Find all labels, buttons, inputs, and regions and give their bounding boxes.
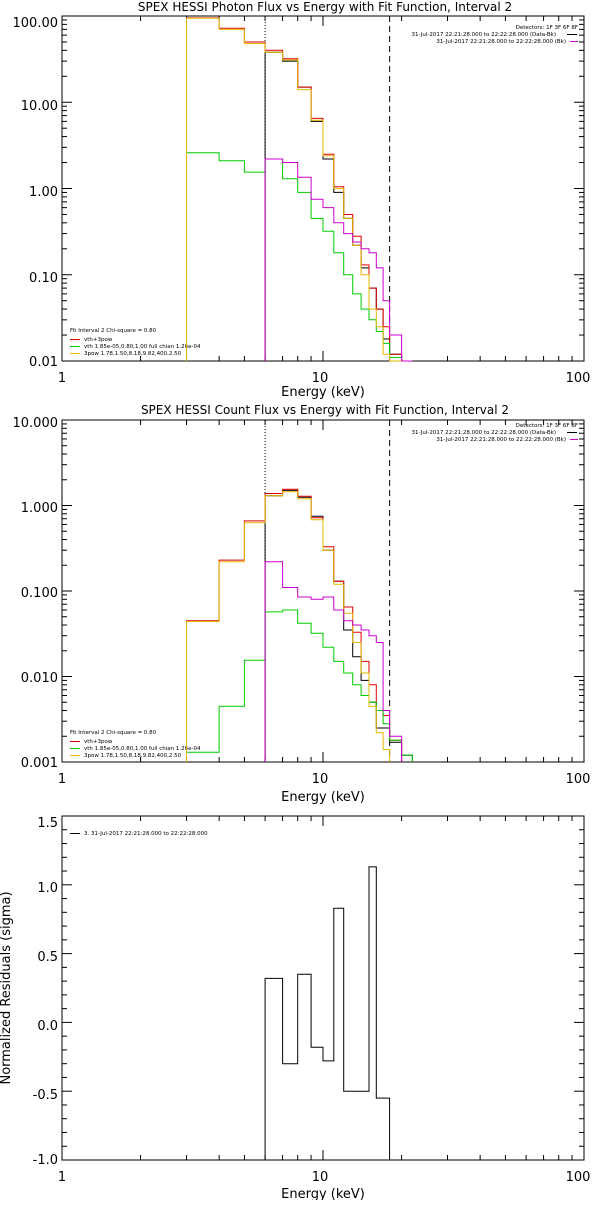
p3-legend: 3. 31-Jul-2017 22:21:28.000 to 22:22:28.… — [84, 831, 208, 837]
p2-legend-swatch-2 — [70, 748, 80, 749]
p1-header-databk: 31-Jul-2017 22:21:28.000 to 22:22:28.000… — [412, 32, 557, 38]
p1-legend-title: Fit Interval 2 Chi-square = 0.80 — [70, 328, 157, 334]
p2-legend-1: vth+3pow — [84, 739, 113, 745]
panel-1-frame — [61, 15, 585, 362]
p3-series-residuals — [264, 866, 391, 1160]
panel-3-frame — [61, 815, 585, 1161]
p3-xlabel: Energy (keV) — [281, 1187, 365, 1200]
p1-ytick-1: 10.00 — [21, 99, 58, 114]
p1-series-3pow — [186, 17, 402, 362]
p2-ytick-2: 0.100 — [21, 586, 58, 601]
p2-ytick-4: 0.001 — [21, 756, 58, 771]
chart-marks — [61, 15, 585, 1161]
p1-header-detectors: Detectors: 1F 3F 6F 8F — [516, 25, 578, 31]
p3-xtick-1: 10 — [312, 1170, 329, 1185]
p2-xlabel: Energy (keV) — [281, 790, 365, 805]
p2-legend-3: 3pow 1.78,1.50,8.18,9.82,400,2.50 — [84, 753, 182, 759]
p1-series-bk — [264, 158, 413, 362]
p1-xtick-0: 1 — [58, 371, 66, 386]
p1-ytick-4: 0.01 — [29, 355, 58, 370]
p2-header-bk: 31-Jul-2017 22:21:28.000 to 22:22:28.000… — [436, 437, 566, 443]
p3-ytick-1: 1.0 — [37, 881, 58, 896]
p1-legend-2: vth 1.85e-05,0.80,1.00 full chian 1.26e-… — [84, 344, 201, 350]
p2-legend: Fit Interval 2 Chi-square = 0.80 vth+3po… — [70, 730, 201, 759]
p3-ytick-3: 0.0 — [37, 1019, 58, 1034]
p3-ylabel: Normalized Residuals (sigma) — [0, 891, 14, 1084]
panel-2: SPEX HESSI Count Flux vs Energy with Fit… — [13, 403, 591, 805]
p2-header-swatch-bk — [570, 439, 578, 440]
p3-ytick-4: -0.5 — [33, 1088, 58, 1103]
p3-xtick-2: 100 — [566, 1170, 591, 1185]
p1-legend-swatch-1 — [70, 339, 80, 340]
p1-series-vth — [186, 152, 403, 361]
p1-ytick-0: 100.00 — [13, 16, 59, 31]
p1-series-data — [264, 51, 413, 362]
p2-series-3pow — [186, 491, 391, 762]
p1-legend-swatch-2 — [70, 346, 80, 347]
p1-header-swatch-data — [567, 34, 577, 35]
p1-xlabel: Energy (keV) — [281, 385, 365, 400]
p2-legend-title: Fit Interval 2 Chi-square = 0.80 — [70, 730, 157, 736]
p2-xtick-2: 100 — [566, 772, 591, 787]
p1-header-bk: 31-Jul-2017 22:21:28.000 to 22:22:28.000… — [436, 39, 566, 45]
p2-series-bk — [264, 561, 403, 762]
p2-ytick-0: 10.000 — [13, 416, 59, 431]
p1-legend-1: vth+3pow — [84, 337, 113, 343]
p2-series-vth — [186, 609, 413, 762]
p1-legend: Fit Interval 2 Chi-square = 0.80 vth+3po… — [70, 328, 201, 357]
p2-legend-swatch-3 — [70, 755, 80, 756]
p1-legend-3: 3pow 1.78,1.50,8.18,9.82,400,2.50 — [84, 351, 182, 357]
panel-2-title: SPEX HESSI Count Flux vs Energy with Fit… — [141, 403, 509, 417]
p2-ytick-3: 0.010 — [21, 671, 58, 686]
p3-ytick-5: -1.0 — [33, 1153, 58, 1168]
p2-header-databk: 31-Jul-2017 22:21:28.000 to 22:22:28.000… — [412, 430, 557, 436]
p1-ytick-3: 0.10 — [29, 271, 58, 286]
p3-ytick-2: 0.5 — [37, 950, 58, 965]
p1-header-swatch-bk — [570, 41, 578, 42]
p2-ytick-1: 1.000 — [21, 501, 58, 516]
p1-ytick-2: 1.00 — [29, 185, 58, 200]
p2-header-swatch-data — [567, 432, 577, 433]
panel-1: SPEX HESSI Photon Flux vs Energy with Fi… — [13, 0, 591, 400]
p3-xtick-0: 1 — [58, 1170, 66, 1185]
p1-xtick-1: 10 — [312, 371, 329, 386]
p2-legend-2: vth 1.85e-05,0.80,1.00 full chian 1.26e-… — [84, 746, 201, 752]
p3-ytick-0: 1.5 — [37, 816, 58, 831]
p2-series-data — [264, 489, 413, 762]
p2-xtick-0: 1 — [58, 772, 66, 787]
panel-3: 1.5 1.0 0.5 0.0 -0.5 -1.0 1 10 100 Energ… — [0, 815, 591, 1202]
panel-1-title: SPEX HESSI Photon Flux vs Energy with Fi… — [138, 0, 512, 14]
p3-legend-swatch — [70, 833, 80, 834]
panel-2-frame — [61, 419, 585, 763]
p2-header-detectors: Detectors: 1F 3F 6F 8F — [516, 423, 578, 429]
p2-legend-swatch-1 — [70, 741, 80, 742]
p2-xtick-1: 10 — [312, 772, 329, 787]
p1-xtick-2: 100 — [566, 371, 591, 386]
p1-legend-swatch-3 — [70, 353, 80, 354]
